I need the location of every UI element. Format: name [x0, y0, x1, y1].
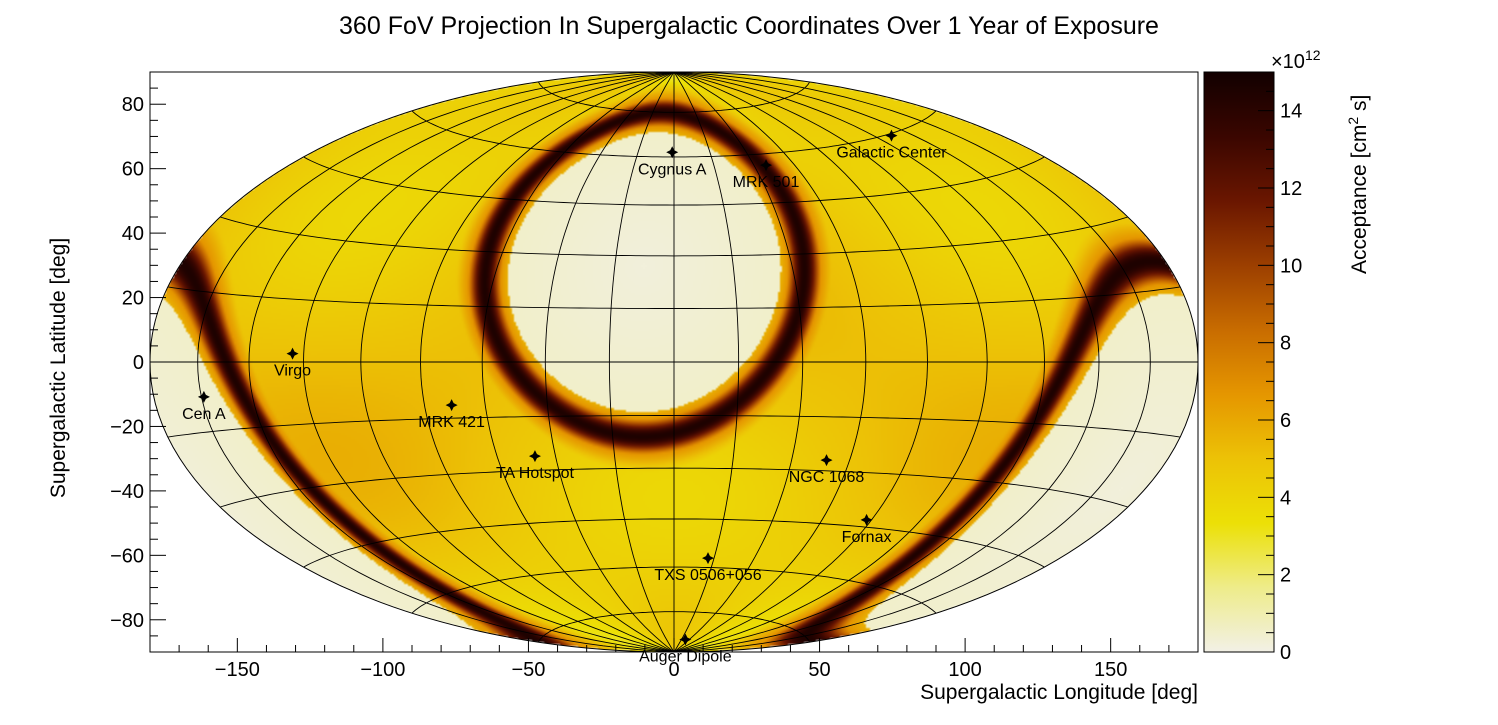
source-label: Fornax: [842, 529, 892, 546]
parallel-line: [303, 156, 1045, 206]
colorbar-tick-label: 10: [1280, 255, 1302, 277]
colorbar-tick-label: 14: [1280, 101, 1302, 123]
source-label: NGC 1068: [789, 469, 865, 486]
colorbar-ticks: 0 2 4 6 8 10 12 14: [1258, 71, 1302, 664]
x-tick-label: −100: [360, 659, 405, 681]
colorbar-tick-label: 2: [1280, 565, 1291, 587]
x-tick-label: 150: [1094, 659, 1127, 681]
colorbar-tick-label: 4: [1280, 487, 1291, 509]
parallel-line: [538, 611, 810, 643]
source-marker: MRK 501: [733, 159, 800, 191]
source-marker: Fornax: [842, 513, 892, 546]
star-marker-icon: [286, 347, 299, 360]
source-marker: Galactic Center: [836, 129, 947, 162]
colorbar-exponent: ×1012: [1271, 47, 1321, 73]
x-axis-label: Supergalactic Longitude [deg]: [920, 681, 1198, 704]
colorbar-exponent-power: 12: [1305, 47, 1321, 63]
parallel-line: [167, 286, 1181, 309]
source-markers: Cygnus A MRK 501 Galactic Center Virgo Cen A…: [182, 129, 947, 665]
source-marker: TA Hotspot: [496, 450, 575, 482]
y-tick-label: −60: [110, 545, 144, 567]
x-axis: −150 −100 −50 0 50 100 150: [149, 638, 1199, 681]
parallel-line: [220, 467, 1128, 508]
y-tick-label: 60: [122, 159, 144, 181]
colorbar-label: Acceptance [cm2 s]: [1345, 95, 1371, 274]
star-marker-icon: [679, 633, 692, 646]
star-marker-icon: [860, 513, 873, 526]
colorbar-scale: [1203, 71, 1275, 653]
source-marker: TXS 0506+056: [654, 552, 762, 584]
star-marker-icon: [885, 129, 898, 142]
y-tick-label: 40: [122, 223, 144, 245]
source-marker: Cygnus A: [638, 146, 707, 178]
source-label: Galactic Center: [836, 145, 947, 162]
colorbar-tick-label: 12: [1280, 178, 1302, 200]
y-tick-label: −20: [110, 416, 144, 438]
star-marker-icon: [760, 159, 773, 172]
source-marker: NGC 1068: [789, 454, 865, 486]
chart-title: 360 FoV Projection In Supergalactic Coor…: [339, 12, 1159, 40]
star-marker-icon: [702, 552, 715, 565]
source-label: Cygnus A: [638, 161, 707, 178]
star-marker-icon: [445, 399, 458, 412]
x-tick-label: 0: [668, 659, 679, 681]
y-tick-label: −40: [110, 481, 144, 503]
source-label: MRK 501: [733, 174, 800, 191]
skymap-plot: Cygnus A MRK 501 Galactic Center Virgo Cen A…: [149, 71, 1199, 665]
star-marker-icon: [666, 146, 679, 159]
y-tick-label: 0: [133, 352, 144, 374]
x-tick-label: −50: [511, 659, 545, 681]
source-label: TXS 0506+056: [654, 567, 761, 584]
source-marker: MRK 421: [418, 399, 485, 431]
parallel-line: [220, 216, 1128, 257]
colorbar-tick-label: 0: [1280, 642, 1291, 664]
star-marker-icon: [197, 390, 210, 403]
y-tick-label: 20: [122, 288, 144, 310]
y-tick-label: 80: [122, 94, 144, 116]
colorbar-tick-label: 6: [1280, 410, 1291, 432]
source-marker: Virgo: [274, 347, 311, 380]
x-tick-label: 50: [808, 659, 830, 681]
coordinate-grid: [150, 72, 1198, 652]
source-marker: Auger Dipole: [639, 633, 732, 665]
colorbar: 0 2 4 6 8 10 12 14 ×1012 Acceptance [cm2 s]: [1203, 47, 1371, 664]
source-label: Auger Dipole: [639, 648, 732, 665]
source-label: MRK 421: [418, 414, 485, 431]
colorbar-tick-label: 8: [1280, 333, 1291, 355]
y-axis: 80 60 40 20 0 −20 −40 −60 −80: [110, 71, 166, 653]
source-label: Cen A: [182, 406, 226, 423]
source-label: TA Hotspot: [496, 465, 575, 482]
star-marker-icon: [820, 454, 833, 467]
star-marker-icon: [528, 450, 541, 463]
parallel-line: [538, 81, 810, 113]
x-tick-label: 100: [948, 659, 981, 681]
parallel-line: [411, 566, 937, 614]
parallel-line: [411, 110, 937, 158]
y-tick-label: −80: [110, 610, 144, 632]
x-tick-label: −150: [215, 659, 260, 681]
y-axis-label: Supergalactic Latitude [deg]: [47, 238, 70, 498]
source-marker: Cen A: [182, 390, 226, 423]
parallel-line: [303, 518, 1045, 568]
source-label: Virgo: [274, 363, 311, 380]
parallel-line: [167, 415, 1181, 438]
